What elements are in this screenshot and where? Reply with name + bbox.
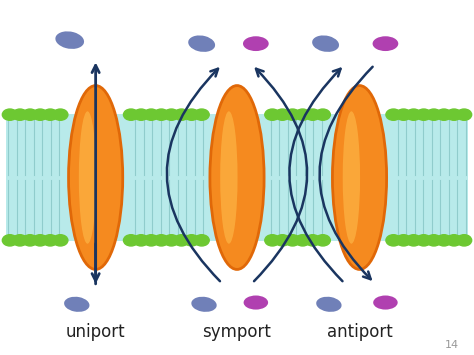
Circle shape xyxy=(406,109,421,120)
Circle shape xyxy=(12,235,27,246)
Circle shape xyxy=(416,109,431,120)
Circle shape xyxy=(295,235,310,246)
FancyArrowPatch shape xyxy=(167,69,220,281)
FancyArrowPatch shape xyxy=(289,69,343,281)
Circle shape xyxy=(43,109,58,120)
Ellipse shape xyxy=(220,111,237,244)
Text: uniport: uniport xyxy=(66,323,126,341)
Ellipse shape xyxy=(64,297,90,312)
Circle shape xyxy=(275,109,290,120)
Circle shape xyxy=(305,109,320,120)
Ellipse shape xyxy=(244,295,268,310)
Text: 14: 14 xyxy=(444,340,458,350)
Circle shape xyxy=(23,109,37,120)
Circle shape xyxy=(295,109,310,120)
Circle shape xyxy=(416,235,431,246)
Circle shape xyxy=(144,109,159,120)
Circle shape xyxy=(134,235,149,246)
Circle shape xyxy=(53,109,68,120)
Circle shape xyxy=(164,235,179,246)
Circle shape xyxy=(447,235,462,246)
Circle shape xyxy=(194,235,209,246)
Ellipse shape xyxy=(210,86,264,269)
Circle shape xyxy=(174,109,189,120)
Circle shape xyxy=(12,109,27,120)
Circle shape xyxy=(275,235,290,246)
Ellipse shape xyxy=(191,297,217,312)
Circle shape xyxy=(33,109,48,120)
Circle shape xyxy=(174,235,189,246)
Ellipse shape xyxy=(343,111,360,244)
Ellipse shape xyxy=(55,31,84,49)
Ellipse shape xyxy=(79,111,96,244)
Circle shape xyxy=(456,235,472,246)
Circle shape xyxy=(53,235,68,246)
Circle shape xyxy=(123,109,138,120)
Circle shape xyxy=(305,235,320,246)
Circle shape xyxy=(315,235,330,246)
Circle shape xyxy=(437,235,451,246)
Ellipse shape xyxy=(312,36,339,52)
Circle shape xyxy=(406,235,421,246)
Circle shape xyxy=(23,235,37,246)
Ellipse shape xyxy=(243,36,269,51)
Ellipse shape xyxy=(316,297,342,312)
Ellipse shape xyxy=(332,86,387,269)
Circle shape xyxy=(386,109,401,120)
Circle shape xyxy=(2,235,18,246)
Circle shape xyxy=(426,235,441,246)
Ellipse shape xyxy=(188,36,215,52)
Circle shape xyxy=(134,109,149,120)
FancyArrowPatch shape xyxy=(254,69,307,281)
Circle shape xyxy=(123,235,138,246)
Circle shape xyxy=(184,235,199,246)
Circle shape xyxy=(43,235,58,246)
Circle shape xyxy=(285,235,300,246)
Ellipse shape xyxy=(373,36,398,51)
Ellipse shape xyxy=(373,295,398,310)
Bar xyxy=(6,114,468,241)
Circle shape xyxy=(426,109,441,120)
Circle shape xyxy=(315,109,330,120)
Circle shape xyxy=(2,109,18,120)
Circle shape xyxy=(33,235,48,246)
Circle shape xyxy=(154,235,169,246)
Ellipse shape xyxy=(69,86,123,269)
Circle shape xyxy=(184,109,199,120)
Circle shape xyxy=(194,109,209,120)
Circle shape xyxy=(396,235,411,246)
Circle shape xyxy=(386,235,401,246)
Circle shape xyxy=(447,109,462,120)
Circle shape xyxy=(144,235,159,246)
Circle shape xyxy=(265,235,280,246)
Circle shape xyxy=(285,109,300,120)
Text: symport: symport xyxy=(202,323,272,341)
Circle shape xyxy=(437,109,451,120)
Circle shape xyxy=(265,109,280,120)
FancyArrowPatch shape xyxy=(319,67,373,279)
Circle shape xyxy=(396,109,411,120)
Circle shape xyxy=(154,109,169,120)
Circle shape xyxy=(456,109,472,120)
Text: antiport: antiport xyxy=(327,323,392,341)
Circle shape xyxy=(164,109,179,120)
